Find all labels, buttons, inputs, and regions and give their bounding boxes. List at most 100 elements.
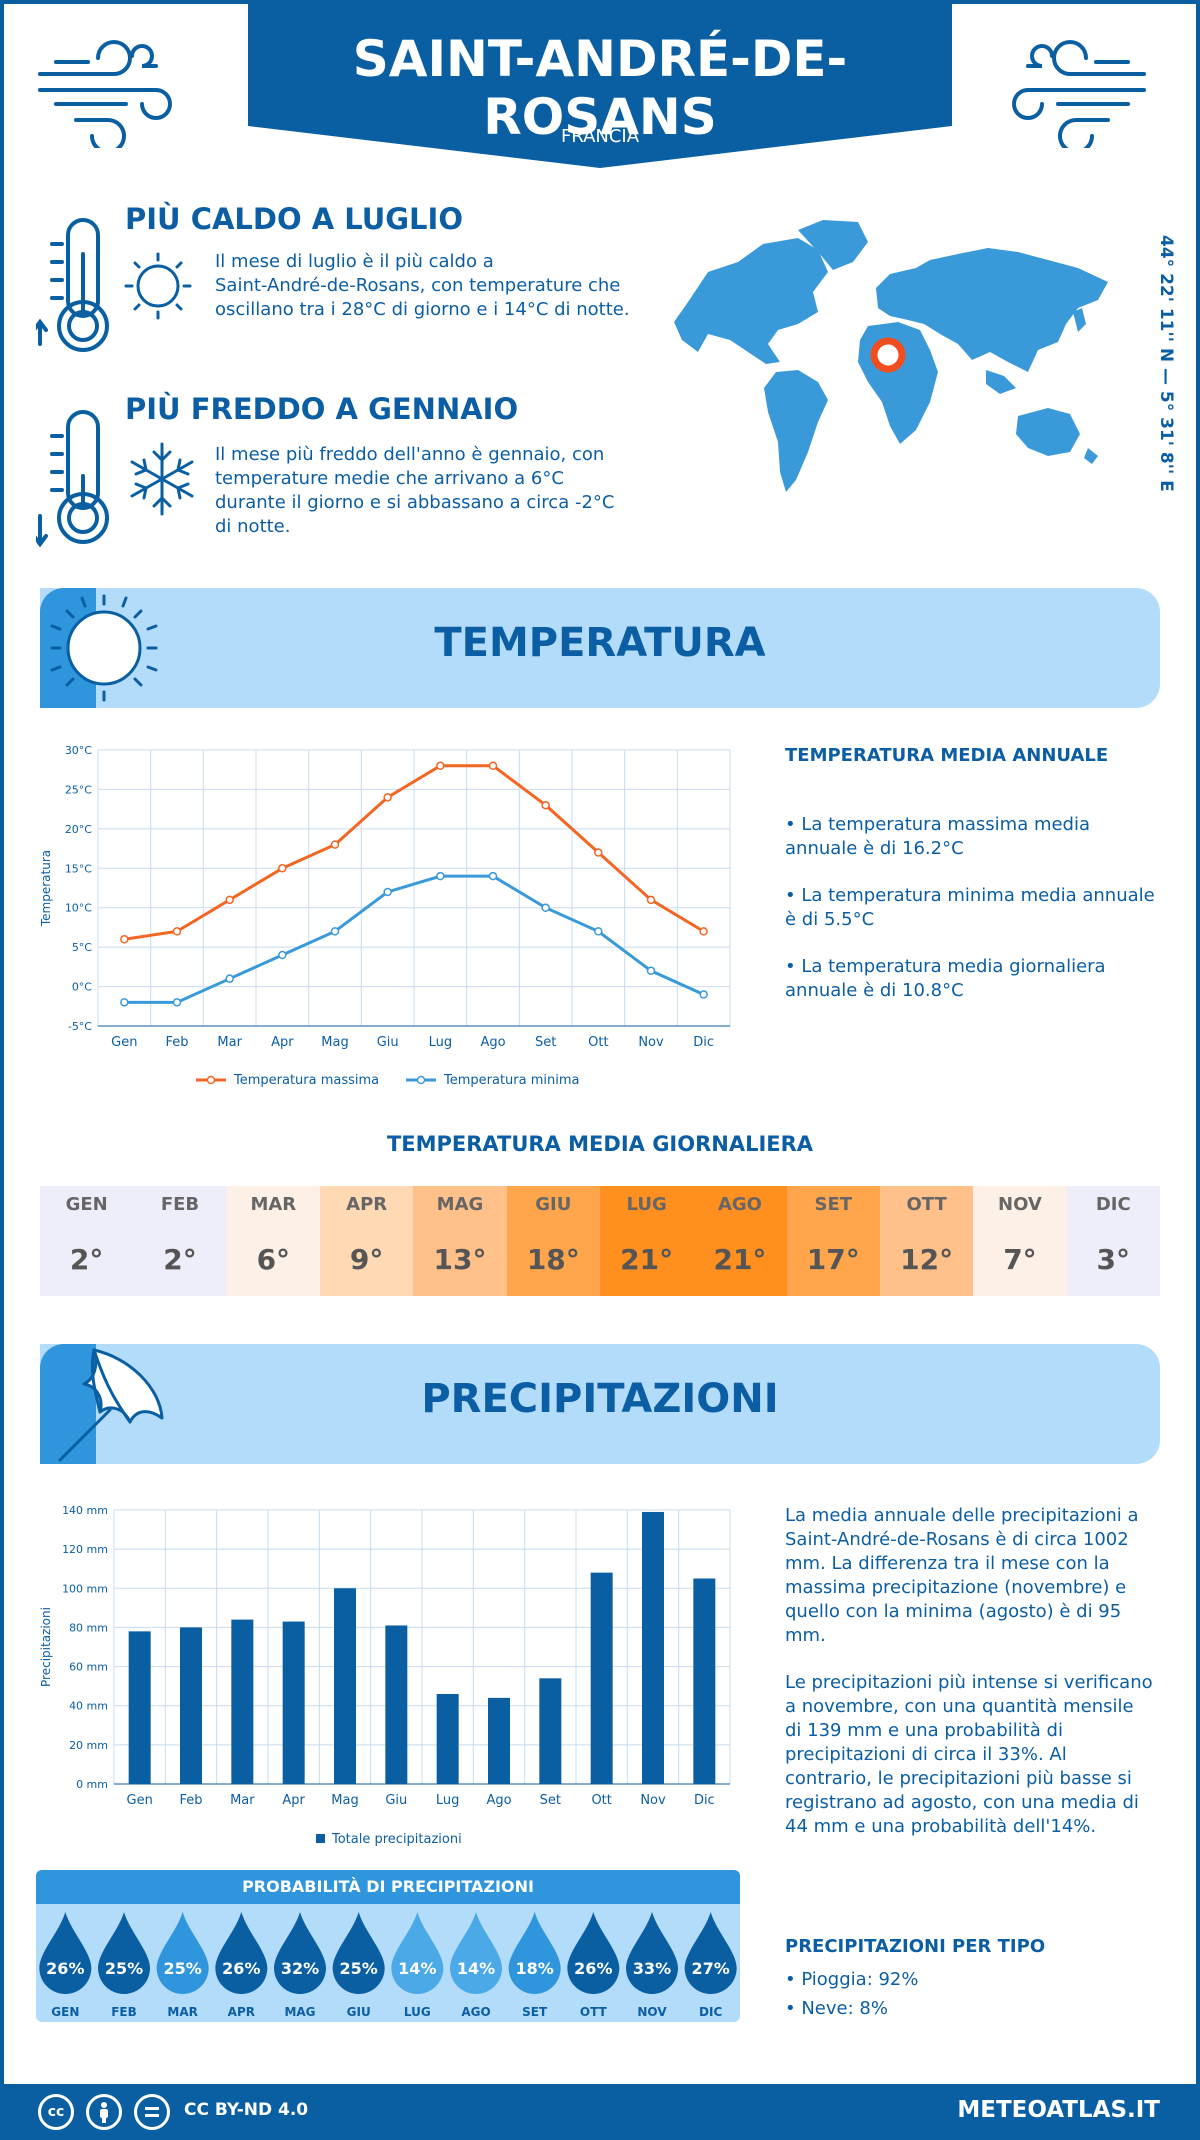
bar [693, 1578, 716, 1784]
bar [231, 1619, 254, 1784]
y-tick-label: 20 mm [69, 1739, 108, 1752]
coldest-title: PIÙ FREDDO A GENNAIO [125, 392, 519, 426]
data-point [699, 990, 708, 999]
data-point [225, 974, 234, 983]
y-tick-label: 120 mm [62, 1543, 108, 1556]
header-banner [248, 0, 952, 168]
daily-temp-month: AGO [717, 1194, 762, 1215]
precip-type-rain: • Pioggia: 92% [785, 1969, 919, 1990]
x-tick-label: Giu [377, 1035, 399, 1050]
daily-temp-month: GIU [535, 1194, 572, 1215]
probability-value: 26% [574, 1959, 612, 1978]
probability-month: DIC [699, 2005, 722, 2019]
probability-value: 26% [46, 1959, 84, 1978]
x-tick-label: Nov [638, 1035, 664, 1050]
page-title: SAINT-ANDRÉ-DE-ROSANS [352, 30, 848, 146]
daily-temp-month: DIC [1095, 1194, 1131, 1215]
probability-month: SET [522, 2005, 548, 2019]
wind-icon [1012, 40, 1146, 148]
site-link[interactable]: METEOATLAS.IT [957, 2097, 1160, 2123]
legend-label: Totale precipitazioni [331, 1832, 462, 1847]
bar [488, 1697, 510, 1784]
daily-temp-cell: LUG 21° [599, 1186, 694, 1296]
data-point [646, 966, 656, 976]
raindrop-icon [156, 1912, 209, 1994]
data-point [172, 927, 182, 936]
footer: cc CC BY-ND 4.0 METEOATLAS.IT [0, 2084, 1200, 2140]
precip-probability-title: PROBABILITÀ DI PRECIPITAZIONI [36, 1870, 740, 1904]
probability-month: FEB [111, 2005, 137, 2019]
probability-value: 25% [340, 1959, 378, 1978]
data-point [383, 793, 392, 802]
daily-temp-value: 6° [256, 1243, 291, 1276]
daily-temp-cell: NOV 7° [973, 1186, 1067, 1296]
y-tick-label: 80 mm [69, 1621, 108, 1634]
raindrop-icon [508, 1912, 561, 1994]
x-tick-label: Apr [271, 1035, 294, 1050]
precip-type-heading: PRECIPITAZIONI PER TIPO [785, 1936, 1046, 1957]
hottest-text: Il mese di luglio è il più caldo a Saint… [215, 251, 630, 320]
probability-month: MAG [284, 2005, 315, 2019]
precip-type-snow: • Neve: 8% [785, 1998, 888, 2019]
temp-bullet-min: • La temperatura minima media annuale è … [785, 885, 1155, 930]
y-axis-label: Precipitazioni [39, 1607, 53, 1687]
data-point [646, 895, 656, 905]
probability-month: GIU [347, 2005, 371, 2019]
daily-temp-cell: MAR 6° [226, 1186, 320, 1296]
precipitation-chart: 0 mm 20 mm 40 mm 60 mm 80 mm 100 mm 120 mm 140 … [39, 1504, 731, 1847]
daily-temp-month: FEB [160, 1194, 200, 1215]
daily-temp-cell: SET 17° [786, 1186, 880, 1296]
data-point [278, 864, 287, 873]
series-line-min [124, 874, 705, 1004]
bar [436, 1693, 459, 1784]
x-tick-label: Dic [693, 1035, 714, 1050]
daily-temp-month: SET [814, 1194, 853, 1215]
sun-icon [50, 594, 158, 702]
data-point [594, 927, 603, 936]
cc-icon: cc [38, 2094, 74, 2130]
precip-extremes-text: Le precipitazioni più intense si verific… [785, 1672, 1153, 1837]
precip-summary-text: La media annuale delle precipitazioni a … [785, 1505, 1139, 1646]
data-point [120, 935, 129, 944]
probability-value: 25% [164, 1959, 202, 1978]
daily-temp-value: 13° [433, 1243, 487, 1276]
x-tick-label: Mag [321, 1035, 348, 1050]
x-tick-label: Ago [486, 1793, 511, 1808]
bar [334, 1588, 356, 1784]
x-tick-label: Lug [429, 1035, 453, 1050]
daily-temp-value: 2° [69, 1243, 104, 1276]
daily-temp-month: OTT [906, 1194, 947, 1215]
data-point [330, 840, 340, 849]
probability-month: NOV [637, 2005, 667, 2019]
daily-temp-value: 9° [349, 1243, 384, 1276]
x-tick-label: Dic [694, 1793, 715, 1808]
y-axis-label: Temperatura [39, 850, 53, 927]
x-tick-label: Lug [436, 1793, 460, 1808]
raindrop-icon [215, 1912, 268, 1994]
x-tick-label: Mar [217, 1035, 242, 1050]
thermometer-cold-icon [36, 410, 194, 548]
daily-temp-value: 3° [1096, 1243, 1131, 1276]
daily-temp-month: GEN [65, 1194, 108, 1215]
daily-temp-value: 2° [163, 1243, 197, 1276]
y-tick-label: 10°C [65, 902, 92, 915]
raindrop-icon [684, 1912, 737, 1994]
x-tick-label: Feb [165, 1035, 188, 1050]
data-point [699, 927, 708, 936]
x-tick-label: Mag [331, 1793, 358, 1808]
data-point [225, 895, 234, 905]
data-point [541, 903, 550, 912]
raindrop-icon [450, 1912, 502, 1994]
legend-marker [316, 1834, 325, 1843]
raindrop-icon [391, 1912, 444, 1994]
probability-value: 14% [457, 1959, 495, 1978]
bar [385, 1625, 408, 1784]
y-tick-label: -5°C [68, 1020, 92, 1033]
daily-temp-value: 18° [526, 1243, 580, 1276]
daily-temp-title: TEMPERATURA MEDIA GIORNALIERA [386, 1132, 814, 1156]
data-point [488, 871, 498, 881]
daily-temp-month: LUG [626, 1194, 667, 1215]
nd-icon [134, 2094, 170, 2130]
y-tick-label: 5°C [72, 941, 92, 954]
data-point [172, 998, 182, 1007]
